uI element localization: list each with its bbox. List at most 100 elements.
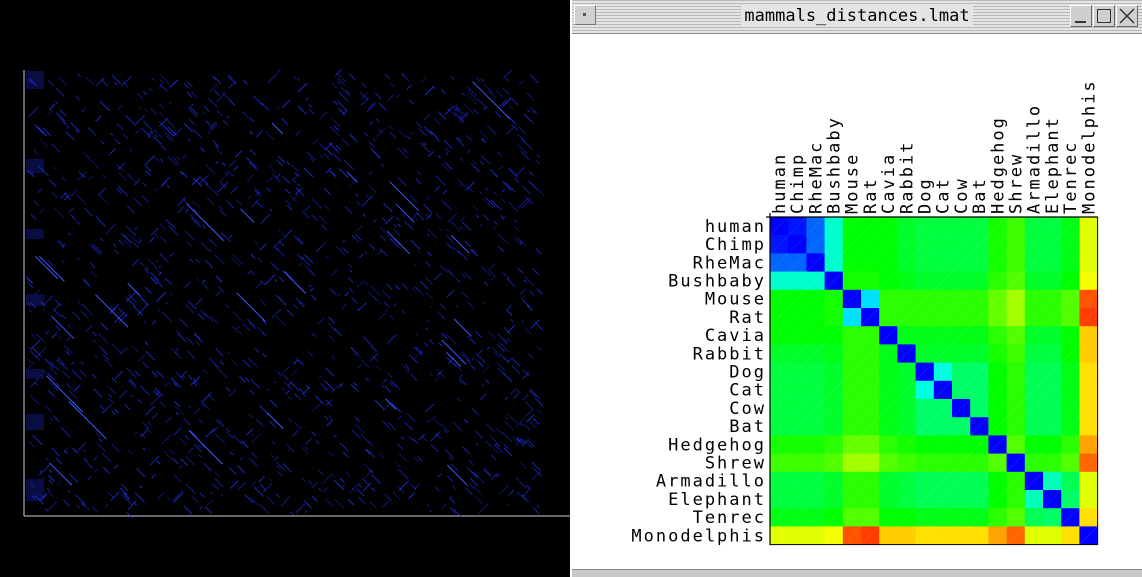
heatmap-cell[interactable] xyxy=(770,289,789,309)
heatmap-cell[interactable] xyxy=(861,508,880,527)
heatmap-cell[interactable] xyxy=(970,308,989,327)
heatmap-cell[interactable] xyxy=(879,417,898,436)
heatmap-cell[interactable] xyxy=(1061,435,1080,455)
heatmap-cell[interactable] xyxy=(933,235,953,254)
heatmap-cell[interactable] xyxy=(1043,508,1062,527)
heatmap-cell[interactable] xyxy=(970,289,989,309)
heatmap-cell[interactable] xyxy=(842,490,862,509)
heatmap-cell[interactable] xyxy=(952,326,971,345)
heatmap-cell[interactable] xyxy=(897,344,917,364)
heatmap-cell[interactable] xyxy=(915,508,935,527)
heatmap-cell[interactable] xyxy=(897,289,917,309)
heatmap-cell[interactable] xyxy=(1024,289,1044,309)
heatmap-cell[interactable] xyxy=(933,253,953,273)
heatmap-cell[interactable] xyxy=(788,417,807,436)
heatmap-cell[interactable] xyxy=(788,490,807,509)
heatmap-cell[interactable] xyxy=(788,380,807,400)
heatmap-cell[interactable] xyxy=(770,326,789,345)
heatmap-cell[interactable] xyxy=(1079,326,1099,345)
minimize-button[interactable] xyxy=(1070,5,1092,27)
heatmap-cell[interactable] xyxy=(897,326,917,345)
heatmap-cell[interactable] xyxy=(770,508,789,527)
heatmap-cell[interactable] xyxy=(788,508,807,527)
heatmap-cell[interactable] xyxy=(770,344,789,364)
heatmap-cell[interactable] xyxy=(770,471,789,491)
heatmap-cell[interactable] xyxy=(788,362,807,382)
dot-plot-canvas[interactable] xyxy=(0,0,570,577)
distance-matrix-heatmap[interactable]: humanhumanChimpChimpRheMacRheMacBushbaby… xyxy=(572,34,1142,569)
heatmap-cell[interactable] xyxy=(915,217,935,236)
heatmap-cell[interactable] xyxy=(970,471,989,491)
heatmap-cell[interactable] xyxy=(824,326,844,345)
heatmap-cell[interactable] xyxy=(1043,399,1062,418)
heatmap-cell[interactable] xyxy=(970,490,989,509)
heatmap-cell[interactable] xyxy=(770,526,789,546)
heatmap-cell[interactable] xyxy=(952,344,971,364)
heatmap-cell[interactable] xyxy=(1024,435,1044,455)
heatmap-cell[interactable] xyxy=(824,435,844,455)
heatmap-cell[interactable] xyxy=(1006,453,1026,473)
heatmap-cell[interactable] xyxy=(1006,471,1026,491)
heatmap-cell[interactable] xyxy=(1043,417,1062,436)
heatmap-cell[interactable] xyxy=(824,217,844,236)
heatmap-cell[interactable] xyxy=(1043,453,1062,473)
heatmap-cell[interactable] xyxy=(915,435,935,455)
heatmap-cell[interactable] xyxy=(897,453,917,473)
heatmap-cell[interactable] xyxy=(1061,526,1080,546)
heatmap-cell[interactable] xyxy=(915,471,935,491)
heatmap-cell[interactable] xyxy=(1079,435,1099,455)
heatmap-cell[interactable] xyxy=(879,526,898,546)
heatmap-cell[interactable] xyxy=(806,435,826,455)
heatmap-cell[interactable] xyxy=(1079,526,1099,546)
heatmap-cell[interactable] xyxy=(842,508,862,527)
heatmap-cell[interactable] xyxy=(1061,217,1080,236)
heatmap-cell[interactable] xyxy=(770,417,789,436)
heatmap-cell[interactable] xyxy=(806,253,826,273)
heatmap-cell[interactable] xyxy=(1061,417,1080,436)
heatmap-cell[interactable] xyxy=(988,399,1008,418)
heatmap-cell[interactable] xyxy=(1061,271,1080,291)
heatmap-cell[interactable] xyxy=(952,471,971,491)
heatmap-cell[interactable] xyxy=(1006,417,1026,436)
heatmap-cell[interactable] xyxy=(952,217,971,236)
heatmap-cell[interactable] xyxy=(1079,417,1099,436)
heatmap-cell[interactable] xyxy=(897,435,917,455)
heatmap-cell[interactable] xyxy=(1079,271,1099,291)
heatmap-cell[interactable] xyxy=(879,235,898,254)
heatmap-cell[interactable] xyxy=(1043,380,1062,400)
heatmap-cell[interactable] xyxy=(915,453,935,473)
heatmap-cell[interactable] xyxy=(952,253,971,273)
heatmap-cell[interactable] xyxy=(897,490,917,509)
heatmap-cell[interactable] xyxy=(770,362,789,382)
heatmap-cell[interactable] xyxy=(861,235,880,254)
heatmap-cell[interactable] xyxy=(770,271,789,291)
heatmap-cell[interactable] xyxy=(1043,253,1062,273)
heatmap-cell[interactable] xyxy=(988,453,1008,473)
heatmap-cell[interactable] xyxy=(952,380,971,400)
heatmap-cell[interactable] xyxy=(879,271,898,291)
heatmap-cell[interactable] xyxy=(915,271,935,291)
heatmap-cell[interactable] xyxy=(1024,271,1044,291)
heatmap-cell[interactable] xyxy=(952,289,971,309)
heatmap-cell[interactable] xyxy=(788,471,807,491)
heatmap-cell[interactable] xyxy=(970,399,989,418)
heatmap-cell[interactable] xyxy=(1006,362,1026,382)
heatmap-cell[interactable] xyxy=(1043,308,1062,327)
heatmap-cell[interactable] xyxy=(988,508,1008,527)
heatmap-cell[interactable] xyxy=(988,253,1008,273)
heatmap-cell[interactable] xyxy=(879,453,898,473)
heatmap-cell[interactable] xyxy=(770,308,789,327)
heatmap-cell[interactable] xyxy=(1006,217,1026,236)
heatmap-cell[interactable] xyxy=(970,380,989,400)
heatmap-cell[interactable] xyxy=(788,453,807,473)
heatmap-cell[interactable] xyxy=(1079,490,1099,509)
heatmap-cell[interactable] xyxy=(952,271,971,291)
heatmap-cell[interactable] xyxy=(1079,289,1099,309)
heatmap-cell[interactable] xyxy=(770,253,789,273)
heatmap-cell[interactable] xyxy=(1079,380,1099,400)
heatmap-cell[interactable] xyxy=(970,344,989,364)
heatmap-cell[interactable] xyxy=(824,380,844,400)
heatmap-cell[interactable] xyxy=(915,399,935,418)
heatmap-cell[interactable] xyxy=(1061,326,1080,345)
heatmap-cell[interactable] xyxy=(970,235,989,254)
